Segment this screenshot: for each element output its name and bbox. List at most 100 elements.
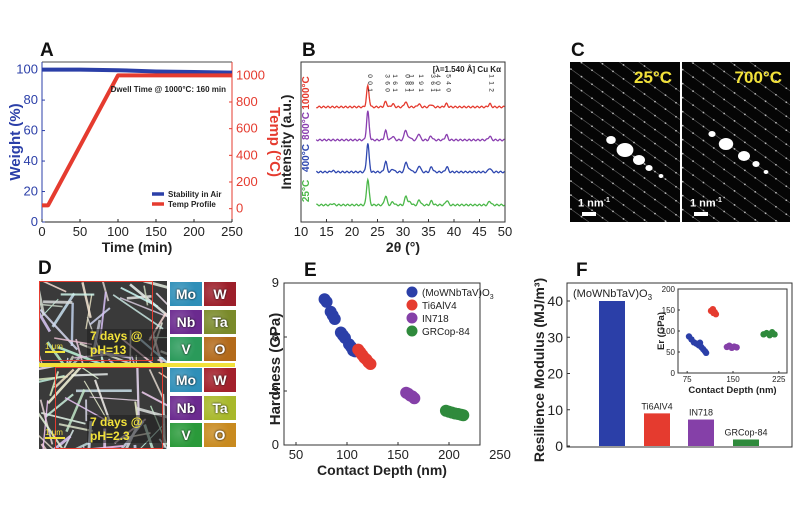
diffraction-spot [591,167,593,170]
diffraction-spot [612,112,614,115]
diffraction-spot [675,143,677,146]
diffraction-spot [633,183,635,186]
diffraction-spot [764,100,767,103]
diffraction-spot [733,162,736,164]
diffraction-spot [643,205,646,207]
diffraction-spot [654,72,656,75]
diffraction-spot [591,209,593,212]
streak-line [682,110,790,190]
diffraction-spot [633,85,635,88]
tem-temp-label: 25°C [634,68,672,87]
diffraction-spot [733,218,736,220]
diffraction-spot [775,121,777,124]
y-tick-label: 100 [16,62,38,77]
nanowire [136,406,167,419]
diffraction-spot [612,168,614,171]
xrd-pattern-1 [315,143,505,174]
x-tick-label: 250 [221,224,243,239]
nanowire [155,292,167,306]
diffraction-spot [633,99,635,102]
peak-index-label: 1 [488,74,495,78]
streak-line [570,207,590,222]
nanowire [39,303,63,308]
x-tick-label: 40 [447,224,461,239]
diffraction-spot [712,161,715,163]
nanowire [94,379,111,421]
central-spot [633,155,645,165]
diffraction-spot [775,205,777,208]
diffraction-spot [622,176,625,178]
diffraction-spot [612,126,614,129]
bar [688,419,714,446]
xrd-pattern-2 [315,110,505,142]
inset-chart: 75 150 225 0 50 100 150 200 Contact Depth (nm) Er… [656,285,788,396]
peak-index-label: 8 [404,81,411,85]
y-right-tick-label: 1000 [236,67,265,82]
diffraction-spot [754,64,757,67]
diffraction-spot [664,178,667,181]
diffraction-spot [580,201,583,204]
diffraction-spot [570,208,572,211]
diffraction-spot [633,197,635,200]
y-axis-label: Hardness (GPa) [267,313,284,426]
diffraction-spot [591,69,593,72]
diffraction-spot [775,135,777,138]
y-tick-label: 0 [272,437,279,452]
diffraction-spot [712,217,715,219]
diffraction-spot [591,125,593,128]
peak-index-label: 5 [444,74,451,78]
diffraction-spot [754,190,757,193]
bar-label: Ti6AlV4 [641,401,672,411]
eds-map-nb: Nb [169,308,203,335]
diffraction-spot [764,184,767,187]
streak-line [682,138,790,218]
diffraction-spot [682,208,684,211]
legend-label: Stability in Air [168,190,222,199]
streak-line [682,124,790,204]
x-tick-label: 20 [345,224,359,239]
y-tick-label: 20 [24,184,38,199]
x-axis-label: Time (min) [102,239,173,255]
inset-data-point [702,349,710,357]
diffraction-spot [723,196,726,199]
annotation: [λ=1.540 Å] Cu Kα [433,65,501,74]
diffraction-spot [733,190,736,192]
x-tick-label: 50 [73,224,87,239]
diffraction-spot [643,163,646,165]
diffraction-spot [601,216,604,219]
diffraction-spot [764,72,767,75]
legend-label: Ti6AlV4 [422,301,457,312]
diffraction-spot [682,124,684,127]
diffraction-spot [775,191,777,194]
diffraction-spot [682,96,684,99]
diffraction-spot [785,87,788,90]
nanowire [47,367,83,405]
diffraction-spot [675,171,677,174]
y-right-tick-label: 0 [236,201,243,216]
diffraction-spot [754,204,757,207]
peak-index-label: 9 [417,81,424,85]
diffraction-spot [702,111,705,114]
diffraction-spot [675,157,677,160]
diffraction-spot [591,111,593,114]
tem-image-25c: 25°C 1 nm-1 [570,62,680,222]
streak-line [682,82,790,162]
streak-line [570,123,680,205]
diffraction-spot [692,174,694,176]
y-tick-label: 3 [272,383,279,398]
nanowire [89,307,111,326]
scale-sup: -1 [715,197,722,205]
diffraction-spot [682,138,684,141]
x-tick-label: 100 [336,447,358,462]
peak-index-label: 1 [408,88,415,92]
streak-line [729,62,790,106]
scale-text: 1 nm [578,198,604,210]
x-tick-label: 50 [289,447,303,462]
diffraction-spot [580,75,583,78]
series-line-1 [42,73,232,208]
diffraction-spot [723,182,726,185]
nanowire [39,308,79,351]
nanowire [70,302,74,346]
diffraction-spot [643,135,646,137]
